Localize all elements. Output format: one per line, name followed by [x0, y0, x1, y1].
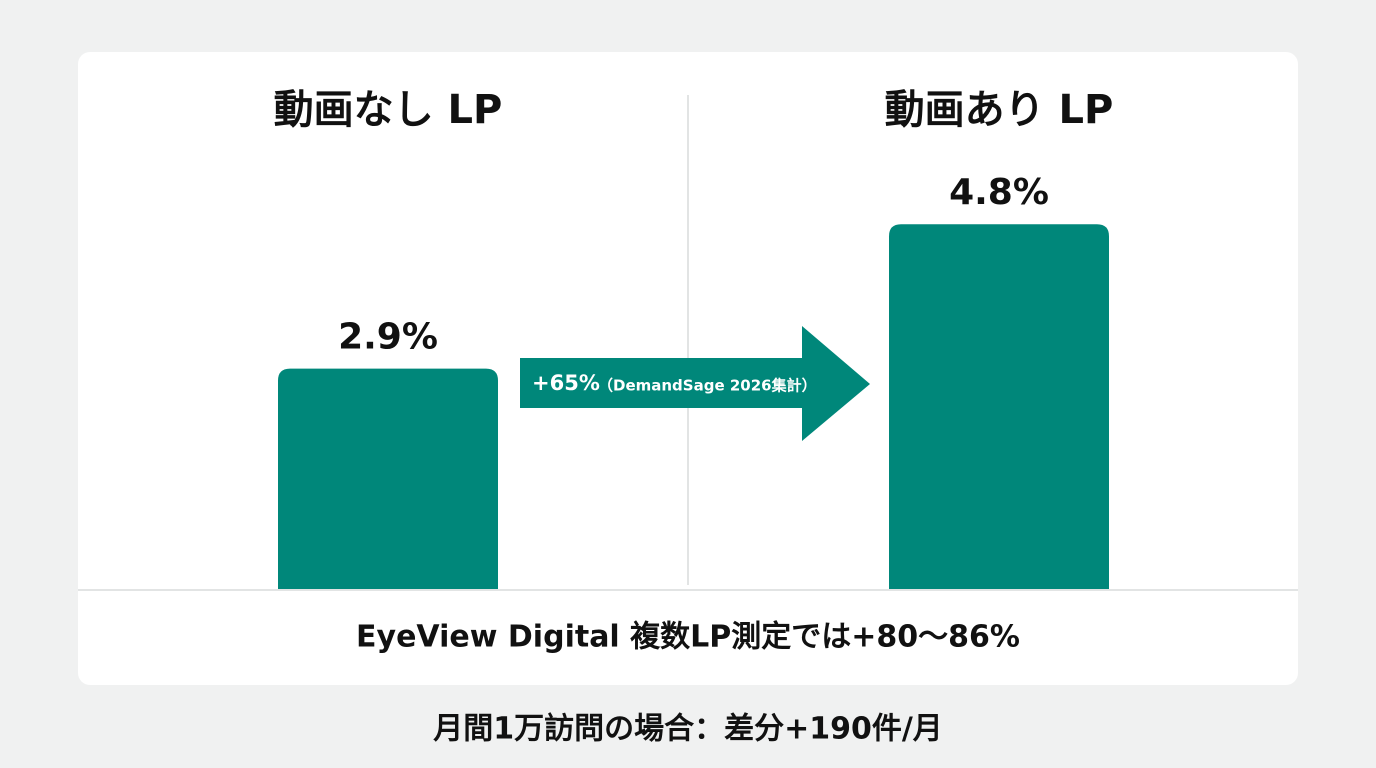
- footer-note: EyeView Digital 複数LP測定では+80〜86%: [356, 620, 1020, 655]
- category-title: 動画あり LP: [885, 87, 1114, 133]
- arrow-label: +65%: [532, 371, 600, 395]
- bar: [278, 368, 498, 589]
- arrow: [520, 326, 870, 441]
- value-label: 2.9%: [338, 317, 438, 358]
- category-title: 動画なし LP: [274, 87, 503, 133]
- arrow-note: （DemandSage 2026集計）: [598, 377, 817, 395]
- bar: [889, 224, 1109, 589]
- summary: 月間1万訪問の場合：差分+190件/月: [433, 712, 943, 747]
- value-label: 4.8%: [949, 172, 1049, 213]
